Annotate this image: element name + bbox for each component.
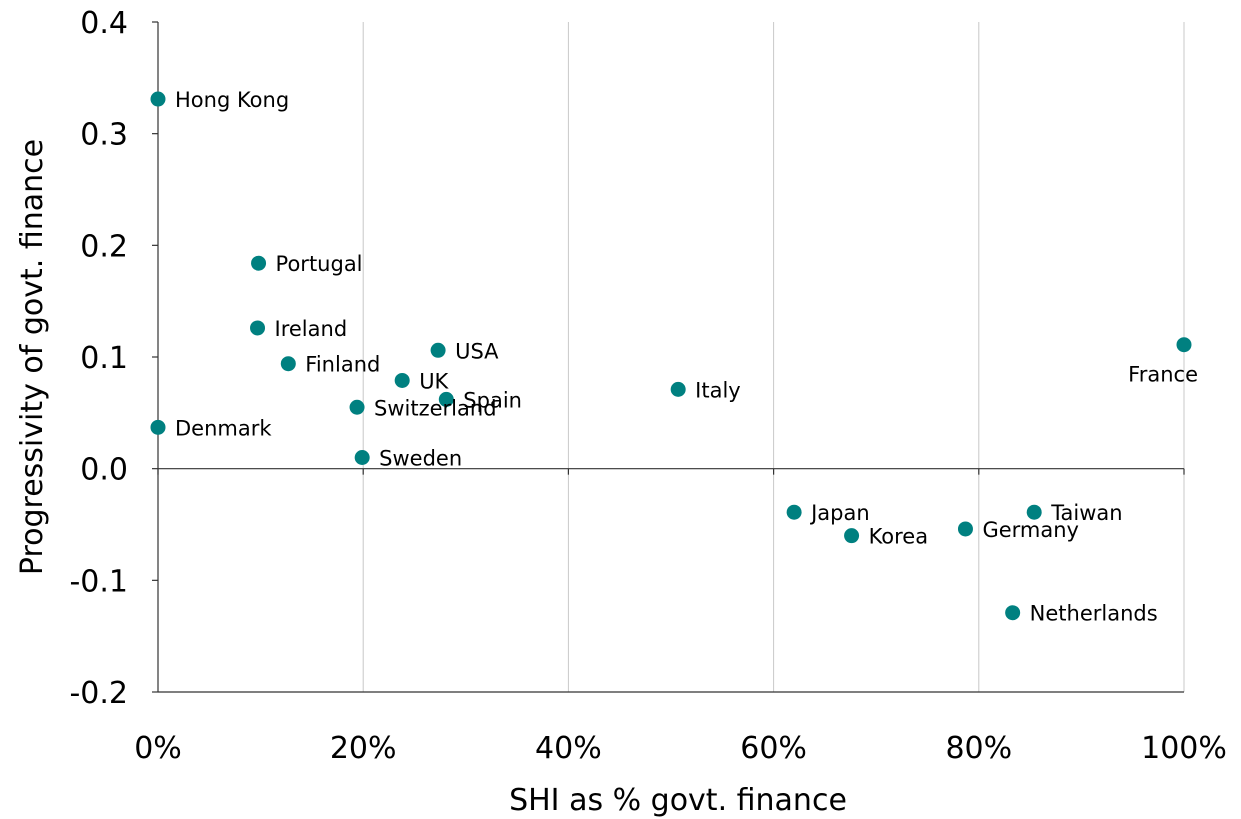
- data-label: Ireland: [275, 317, 348, 341]
- data-point: [354, 450, 370, 465]
- data-label: Germany: [982, 518, 1079, 542]
- y-tick-label: 0.2: [80, 229, 128, 264]
- data-point: [670, 381, 686, 397]
- y-axis-title: Progressivity of govt. finance: [15, 139, 50, 575]
- data-point: [150, 419, 166, 435]
- y-tick-label: 0.4: [80, 6, 128, 41]
- data-point: [1026, 504, 1042, 520]
- y-tick-label: 0.0: [80, 453, 128, 488]
- data-point: [957, 521, 973, 537]
- data-label: Korea: [869, 525, 929, 549]
- data-point: [786, 504, 802, 520]
- data-label: USA: [455, 339, 499, 363]
- data-label: Switzerland: [374, 396, 497, 420]
- data-point: [280, 356, 296, 372]
- y-tick-label: -0.2: [69, 676, 128, 711]
- data-point: [430, 342, 446, 358]
- data-point: [250, 320, 266, 336]
- data-point: [150, 91, 166, 107]
- data-label: Netherlands: [1030, 602, 1158, 626]
- data-label: Sweden: [379, 447, 462, 471]
- data-label: Finland: [305, 353, 380, 377]
- x-axis-title: SHI as % govt. finance: [509, 783, 847, 818]
- data-point: [844, 528, 860, 544]
- data-label: UK: [419, 369, 449, 393]
- y-axis-ticks: 0.4 0.3 0.2 0.1 0.0 -0.1 -0.2: [69, 6, 158, 711]
- y-tick-label: -0.1: [69, 564, 128, 599]
- data-points: [150, 91, 1192, 621]
- y-tick-label: 0.3: [80, 118, 128, 153]
- data-label: Denmark: [175, 416, 272, 440]
- data-point: [349, 399, 365, 415]
- x-tick-label: 100%: [1141, 731, 1227, 766]
- data-label: Portugal: [276, 252, 363, 276]
- x-tick-label: 20%: [330, 731, 397, 766]
- x-tick-label: 40%: [535, 731, 602, 766]
- gridlines: [362, 22, 1185, 692]
- data-label: Taiwan: [1050, 501, 1122, 525]
- data-label: France: [1128, 363, 1198, 387]
- data-label: Spain: [463, 388, 522, 412]
- point-labels: Hong Kong Denmark Portugal Ireland Finland Sw…: [175, 88, 1198, 626]
- data-label: Hong Kong: [175, 88, 289, 112]
- x-tick-label: 0%: [134, 731, 182, 766]
- data-label: Japan: [809, 501, 870, 525]
- data-label: Italy: [695, 378, 741, 402]
- x-tick-label: 60%: [740, 731, 807, 766]
- data-point: [438, 391, 454, 407]
- data-point: [251, 255, 267, 271]
- data-point: [1176, 337, 1192, 353]
- data-point: [394, 372, 410, 388]
- data-point: [1005, 605, 1021, 621]
- y-tick-label: 0.1: [80, 341, 128, 376]
- x-tick-label: 80%: [945, 731, 1012, 766]
- x-axis-ticks: 0% 20% 40% 60% 80% 100%: [134, 468, 1227, 766]
